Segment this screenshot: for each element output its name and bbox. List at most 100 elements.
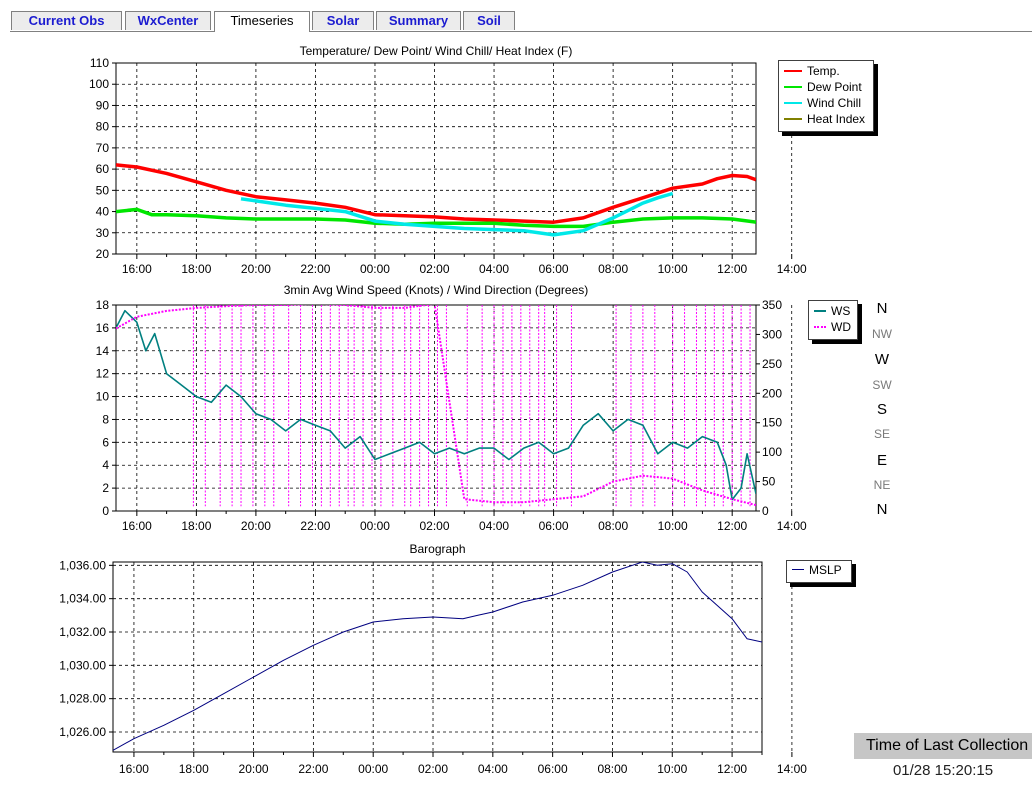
- y-tick-label: 1,028.00: [59, 692, 106, 706]
- legend-item-wind-chill: Wind Chill: [779, 95, 873, 111]
- legend-label-mslp: MSLP: [809, 563, 842, 577]
- compass-label-e: E: [876, 452, 887, 469]
- y-tick-label: 1,030.00: [59, 658, 106, 672]
- y-tick-label: 16: [96, 321, 110, 335]
- tab-wxcenter[interactable]: WxCenter: [125, 11, 211, 30]
- temperature-legend: Temp. Dew Point Wind Chill Heat Index: [778, 60, 874, 132]
- y2-tick-label: 200: [762, 386, 782, 400]
- legend-label-heat-index: Heat Index: [807, 112, 866, 126]
- tab-current-obs[interactable]: Current Obs: [11, 11, 122, 30]
- x-tick-label: 14:00: [777, 262, 807, 276]
- legend-label-wind-chill: Wind Chill: [807, 96, 862, 110]
- x-tick-label: 10:00: [658, 519, 688, 533]
- x-tick-label: 10:00: [658, 262, 688, 276]
- y-tick-label: 1,026.00: [59, 725, 106, 739]
- legend-item-wd: WD: [809, 319, 857, 335]
- legend-swatch-temp: [784, 70, 802, 72]
- x-tick-label: 00:00: [360, 519, 390, 533]
- y-tick-label: 1,032.00: [59, 625, 106, 639]
- tab-summary[interactable]: Summary: [376, 11, 461, 30]
- chart-title-1: 3min Avg Wind Speed (Knots) / Wind Direc…: [284, 283, 589, 297]
- chart-title-0: Temperature/ Dew Point/ Wind Chill/ Heat…: [300, 44, 573, 58]
- x-tick-label: 02:00: [419, 262, 449, 276]
- x-tick-label: 06:00: [538, 762, 568, 776]
- legend-label-dew-point: Dew Point: [807, 80, 862, 94]
- legend-item-temp: Temp.: [779, 63, 873, 79]
- compass-label-n-top: N: [876, 300, 888, 317]
- x-tick-label: 22:00: [300, 519, 330, 533]
- x-tick-label: 06:00: [539, 262, 569, 276]
- x-tick-label: 18:00: [181, 262, 211, 276]
- x-tick-label: 00:00: [360, 262, 390, 276]
- x-tick-label: 12:00: [717, 262, 747, 276]
- y-tick-label: 1,034.00: [59, 592, 106, 606]
- y-tick-label: 8: [102, 412, 109, 426]
- legend-swatch-heat-index: [784, 118, 802, 120]
- tab-solar[interactable]: Solar: [312, 11, 374, 30]
- legend-swatch-ws: [814, 310, 826, 312]
- x-tick-label: 04:00: [479, 262, 509, 276]
- y-tick-label: 70: [96, 141, 110, 155]
- series-line-2-0: [113, 562, 762, 751]
- x-tick-label: 14:00: [777, 519, 807, 533]
- x-tick-label: 08:00: [598, 519, 628, 533]
- legend-item-heat-index: Heat Index: [779, 111, 873, 127]
- y-tick-label: 90: [96, 98, 110, 112]
- x-tick-label: 04:00: [479, 519, 509, 533]
- x-tick-label: 02:00: [419, 519, 449, 533]
- legend-label-wd: WD: [831, 320, 851, 334]
- y2-tick-label: 0: [762, 504, 769, 518]
- legend-swatch-wind-chill: [784, 102, 802, 104]
- y-tick-label: 30: [96, 226, 110, 240]
- tab-soil[interactable]: Soil: [463, 11, 515, 30]
- legend-label-temp: Temp.: [807, 64, 840, 78]
- compass-label-s: S: [876, 401, 887, 418]
- y-tick-label: 40: [96, 205, 110, 219]
- x-tick-label: 06:00: [539, 519, 569, 533]
- y2-tick-label: 100: [762, 445, 782, 459]
- compass-label-n-bottom: N: [876, 501, 888, 518]
- y2-tick-label: 350: [762, 298, 782, 312]
- x-tick-label: 18:00: [181, 519, 211, 533]
- y-tick-label: 50: [96, 183, 110, 197]
- y2-tick-label: 50: [762, 475, 776, 489]
- x-tick-label: 00:00: [358, 762, 388, 776]
- x-tick-label: 20:00: [241, 519, 271, 533]
- legend-swatch-dew-point: [784, 86, 802, 88]
- x-tick-label: 22:00: [300, 262, 330, 276]
- series-line-1-0: [116, 309, 756, 501]
- legend-item-dew-point: Dew Point: [779, 79, 873, 95]
- tab-bar: Current Obs WxCenter Timeseries Solar Su…: [10, 11, 1032, 32]
- y-tick-label: 100: [89, 77, 109, 91]
- x-tick-label: 08:00: [597, 762, 627, 776]
- y-tick-label: 18: [96, 298, 110, 312]
- legend-label-ws: WS: [831, 304, 851, 318]
- y2-tick-label: 150: [762, 416, 782, 430]
- plot-area-2: [112, 561, 763, 753]
- legend-item-mslp: MSLP: [787, 562, 851, 578]
- x-tick-label: 14:00: [777, 762, 807, 776]
- x-tick-label: 22:00: [298, 762, 328, 776]
- y-tick-label: 14: [96, 344, 110, 358]
- last-collection-title: Time of Last Collection: [854, 733, 1032, 759]
- y-tick-label: 1,036.00: [59, 558, 106, 572]
- y-tick-label: 20: [96, 247, 110, 261]
- y-tick-label: 80: [96, 120, 110, 134]
- legend-item-ws: WS: [809, 303, 857, 319]
- series-line-0-0: [116, 163, 756, 224]
- x-tick-label: 12:00: [717, 519, 747, 533]
- plot-area-1: [115, 304, 757, 512]
- legend-swatch-mslp: [792, 569, 804, 570]
- x-tick-label: 20:00: [239, 762, 269, 776]
- y-tick-label: 0: [102, 504, 109, 518]
- y-tick-label: 10: [96, 390, 110, 404]
- x-tick-label: 16:00: [119, 762, 149, 776]
- x-tick-label: 16:00: [122, 519, 152, 533]
- y-tick-label: 12: [96, 367, 110, 381]
- series-line-0-2: [240, 191, 674, 237]
- x-tick-label: 10:00: [657, 762, 687, 776]
- y-tick-label: 4: [102, 458, 109, 472]
- chart-title-2: Barograph: [409, 542, 465, 556]
- tab-timeseries[interactable]: Timeseries: [214, 11, 310, 32]
- y-tick-label: 110: [90, 56, 109, 70]
